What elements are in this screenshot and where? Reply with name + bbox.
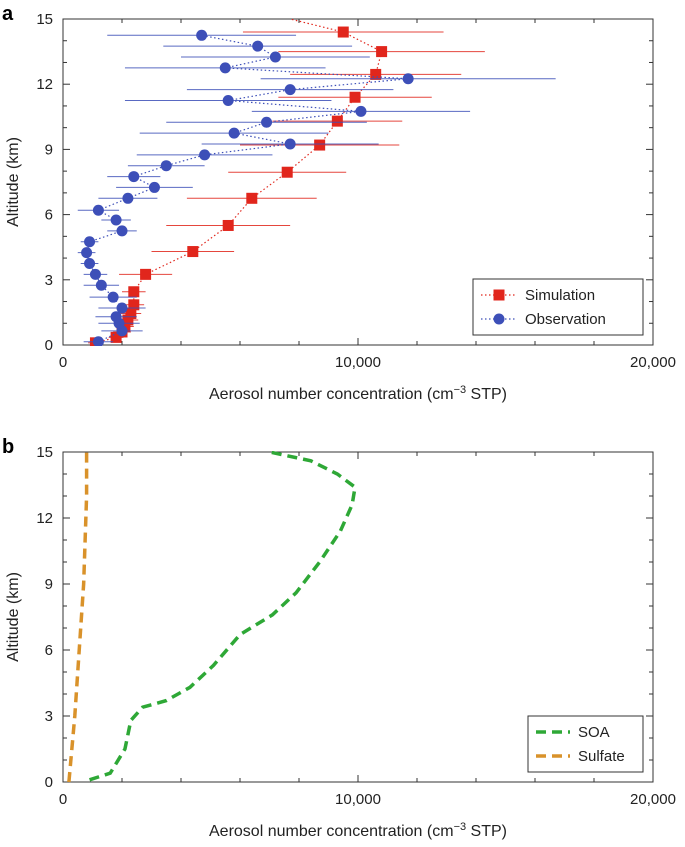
data-point-circle — [107, 291, 119, 303]
data-point-circle — [81, 247, 93, 259]
y-axis-label: Altitude (km) — [5, 572, 22, 662]
legend-label: SOA — [578, 724, 610, 741]
legend-marker-circle — [493, 313, 505, 325]
panel-b: b 0 10,000 20,000 0 3 6 9 12 15 Aerosol number con… — [2, 436, 676, 840]
x-tick-label: 10,000 — [335, 354, 381, 371]
y-tick-label: 0 — [45, 774, 53, 791]
data-point-circle — [261, 116, 273, 128]
data-point-circle — [116, 225, 128, 237]
panel-label: a — [2, 3, 14, 25]
data-point-square — [140, 268, 152, 280]
data-point-square — [331, 115, 343, 127]
y-tick-label: 9 — [45, 576, 53, 593]
x-axis-label-unit: STP) — [466, 386, 507, 403]
data-point-circle — [196, 29, 208, 41]
data-point-square — [370, 68, 382, 80]
series-line — [89, 451, 357, 782]
data-point-circle — [122, 192, 134, 204]
legend-marker-square — [493, 289, 505, 301]
legend-label: Simulation — [525, 287, 595, 304]
data-point-square — [337, 26, 349, 38]
data-point-circle — [284, 138, 296, 150]
data-point-square — [246, 192, 258, 204]
data-point-square — [187, 246, 199, 258]
series-sulfate — [67, 452, 89, 783]
data-point-square — [281, 166, 293, 178]
data-point-square — [128, 286, 140, 298]
series-soa — [89, 451, 357, 782]
data-point-circle — [252, 40, 264, 52]
legend: Simulation Observation — [472, 278, 644, 336]
data-point-circle — [110, 214, 122, 226]
x-axis-label-exponent: −3 — [454, 384, 467, 396]
legend: SOA Sulfate — [527, 715, 644, 773]
data-point-circle — [95, 279, 107, 291]
data-point-square — [122, 314, 134, 326]
x-tick-label: 20,000 — [630, 791, 676, 808]
x-tick-label: 0 — [59, 354, 67, 371]
data-point-square — [314, 139, 326, 151]
data-point-circle — [199, 149, 211, 161]
x-axis-label-unit: STP) — [466, 823, 507, 840]
data-point-circle — [128, 171, 140, 183]
x-tick-label: 0 — [59, 791, 67, 808]
data-point-circle — [92, 204, 104, 216]
y-tick-label: 6 — [45, 642, 53, 659]
x-tick-label: 10,000 — [335, 791, 381, 808]
legend-box — [472, 278, 644, 336]
data-point-circle — [284, 84, 296, 96]
y-tick-label: 6 — [45, 207, 53, 224]
data-point-square — [125, 307, 137, 319]
x-tick-label: 20,000 — [630, 354, 676, 371]
x-axis-label: Aerosol number concentration (cm−3 STP) — [209, 384, 507, 403]
y-axis-label: Altitude (km) — [5, 137, 22, 227]
data-point-circle — [84, 236, 96, 248]
data-point-square — [128, 299, 140, 311]
series-observation — [77, 29, 556, 346]
y-tick-label: 3 — [45, 708, 53, 725]
y-tick-label: 9 — [45, 141, 53, 158]
data-point-circle — [402, 73, 414, 85]
data-point-square — [110, 331, 122, 343]
data-point-square — [222, 219, 234, 231]
x-axis-label-text: Aerosol number concentration (cm — [209, 823, 454, 840]
data-point-circle — [160, 160, 172, 172]
y-tick-label: 15 — [36, 444, 53, 461]
data-point-circle — [222, 95, 234, 106]
series-simulation — [88, 18, 485, 346]
data-point-circle — [355, 105, 367, 117]
data-point-square — [349, 91, 361, 103]
data-point-circle — [92, 336, 104, 346]
x-axis-label-text: Aerosol number concentration (cm — [209, 386, 454, 403]
data-point-circle — [269, 51, 281, 63]
data-point-square — [376, 46, 388, 58]
data-point-circle — [110, 311, 122, 323]
series-line — [67, 452, 89, 783]
data-point-circle — [84, 258, 96, 269]
data-point-circle — [228, 127, 240, 139]
y-tick-label: 0 — [45, 337, 53, 354]
legend-label: Observation — [525, 311, 606, 328]
y-tick-label: 15 — [36, 11, 53, 28]
legend-label: Sulfate — [578, 748, 625, 765]
data-point-circle — [116, 302, 128, 314]
y-tick-label: 12 — [36, 76, 53, 93]
y-tick-label: 3 — [45, 272, 53, 289]
data-point-circle — [219, 62, 231, 74]
data-point-circle — [148, 181, 160, 193]
x-axis-label-exponent: −3 — [454, 821, 467, 833]
legend-box — [527, 715, 644, 773]
panel-label: b — [2, 436, 14, 458]
panel-a: a 0 10,000 20,000 0 3 6 9 12 15 Aerosol number con… — [2, 3, 676, 403]
y-tick-label: 12 — [36, 510, 53, 527]
data-point-circle — [89, 268, 101, 280]
x-axis-label: Aerosol number concentration (cm−3 STP) — [209, 821, 507, 840]
